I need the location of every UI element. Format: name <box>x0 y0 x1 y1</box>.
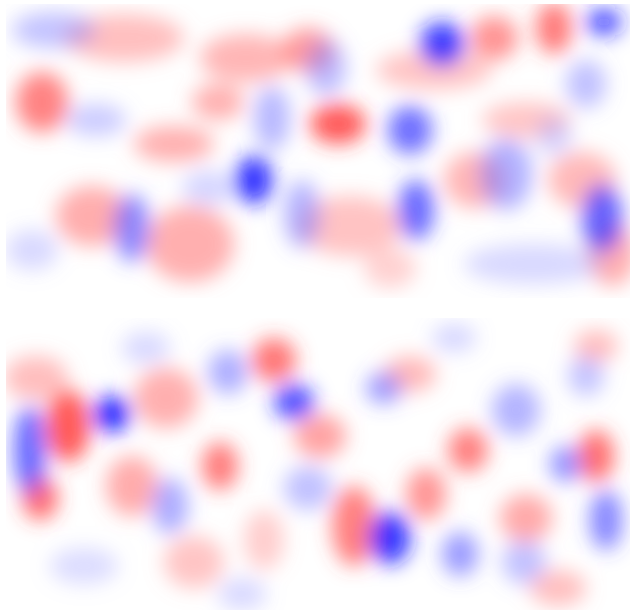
field-bottom-pattern <box>6 324 622 610</box>
field-top-panel <box>6 4 630 298</box>
field-top-pattern <box>6 4 630 288</box>
field-top-image <box>6 4 630 298</box>
field-bottom-image <box>6 318 630 610</box>
field-bottom-panel <box>6 318 630 610</box>
